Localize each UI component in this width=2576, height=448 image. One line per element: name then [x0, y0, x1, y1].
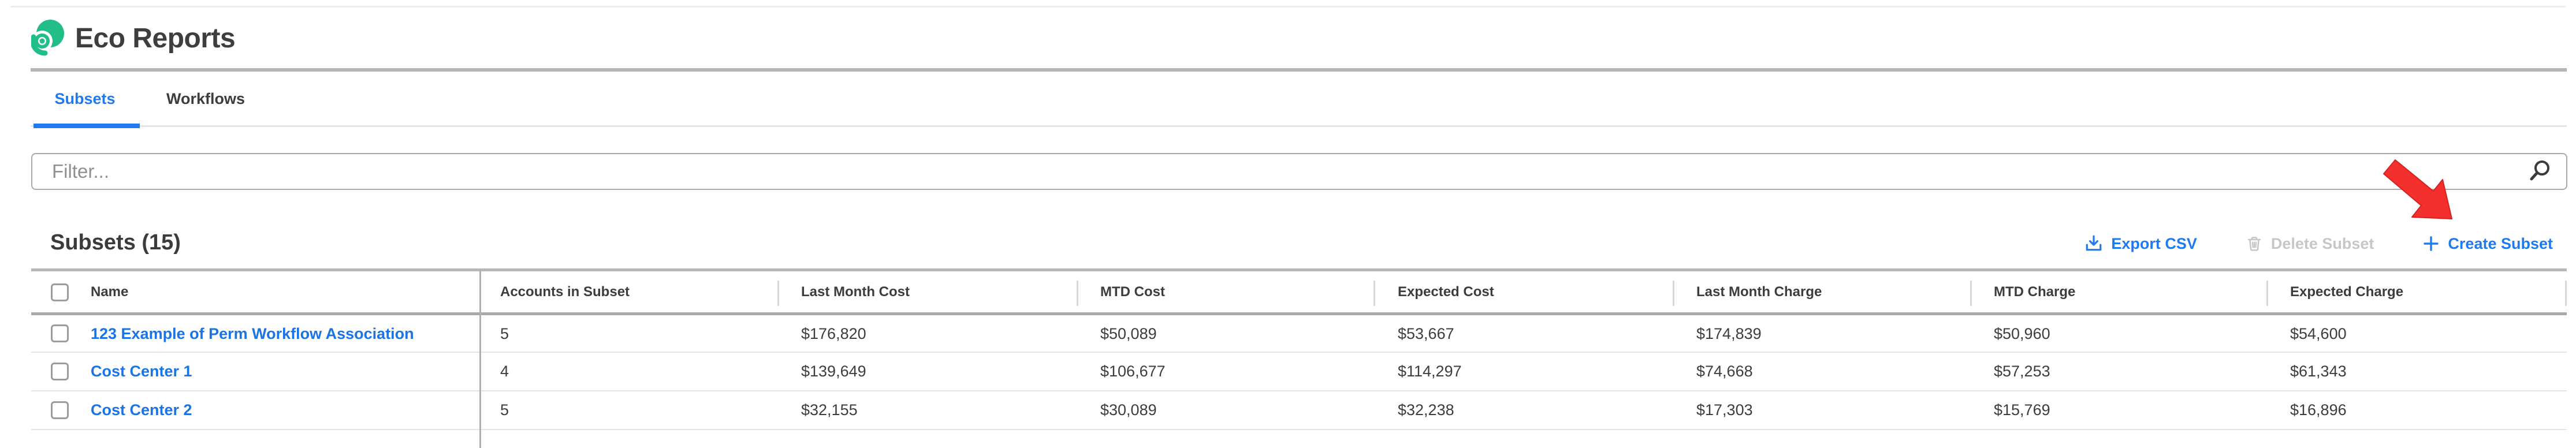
column-tick — [2565, 281, 2567, 306]
row-checkbox[interactable] — [51, 401, 69, 419]
column-tick — [777, 281, 779, 306]
row-checkbox[interactable] — [51, 324, 69, 342]
tab-subsets[interactable]: Subsets — [54, 89, 116, 107]
cell-mtd-charge: $57,253 — [1994, 363, 2050, 380]
cell-expected-charge: $16,896 — [2290, 401, 2347, 419]
cell-accounts: 5 — [500, 324, 509, 342]
cell-expected-charge: $54,600 — [2290, 324, 2347, 342]
section-heading: Subsets (15) — [50, 230, 181, 255]
active-tab-underline — [33, 124, 140, 128]
cell-mtd-cost: $30,089 — [1100, 401, 1157, 419]
cell-expected-cost: $114,297 — [1398, 363, 1462, 380]
column-header-name: Name — [91, 283, 129, 300]
column-header-expected-charge: Expected Charge — [2290, 283, 2404, 300]
top-divider — [10, 6, 2566, 8]
delete-subset-label: Delete Subset — [2270, 234, 2374, 252]
cell-mtd-charge: $15,769 — [1994, 401, 2050, 419]
cell-last-month-cost: $139,649 — [801, 363, 866, 380]
table-header-row: Name Accounts in Subset Last Month Cost … — [0, 271, 2576, 312]
create-subset-button[interactable]: Create Subset — [2422, 235, 2553, 253]
create-subset-label: Create Subset — [2448, 234, 2553, 252]
column-header-mtd-charge: MTD Charge — [1994, 283, 2076, 300]
column-header-last-month-charge: Last Month Charge — [1696, 283, 1822, 300]
column-header-expected-cost: Expected Cost — [1398, 283, 1494, 300]
cell-expected-cost: $32,238 — [1398, 401, 1454, 419]
header-divider — [31, 68, 2567, 72]
table-top-border — [31, 268, 2567, 271]
actions-toolbar: Export CSV Delete Subset Create Subset — [2084, 231, 2553, 256]
tab-bar: Subsets Workflows — [31, 72, 272, 126]
search-icon — [2530, 160, 2549, 181]
select-all-checkbox[interactable] — [51, 283, 69, 301]
eco-reports-logo-icon — [31, 20, 64, 56]
download-icon — [2086, 235, 2102, 251]
column-header-mtd-cost: MTD Cost — [1100, 283, 1165, 300]
cell-accounts: 5 — [500, 401, 509, 419]
export-csv-label: Export CSV — [2111, 234, 2197, 252]
cell-mtd-charge: $50,960 — [1994, 324, 2050, 342]
subset-name-link[interactable]: 123 Example of Perm Workflow Association — [91, 324, 414, 342]
column-tick — [2266, 281, 2268, 306]
trash-icon — [2247, 237, 2261, 251]
table-row: Cost Center 2 5 $32,155 $30,089 $32,238 … — [0, 391, 2576, 429]
cell-last-month-charge: $74,668 — [1696, 363, 1753, 380]
tab-workflows[interactable]: Workflows — [166, 89, 245, 107]
column-header-accounts-in-subset: Accounts in Subset — [500, 283, 630, 300]
row-separator — [31, 352, 2567, 353]
row-separator — [31, 429, 2567, 430]
page-title: Eco Reports — [75, 23, 236, 54]
cell-accounts: 4 — [500, 363, 509, 380]
cell-expected-charge: $61,343 — [2290, 363, 2347, 380]
delete-subset-button[interactable]: Delete Subset — [2246, 235, 2374, 253]
subset-name-link[interactable]: Cost Center 1 — [91, 363, 192, 380]
table-header-border — [31, 312, 2567, 315]
cell-last-month-cost: $176,820 — [801, 324, 866, 342]
table-row: 123 Example of Perm Workflow Association… — [0, 316, 2576, 352]
cell-mtd-cost: $106,677 — [1100, 363, 1166, 380]
tabstrip-border — [31, 125, 2567, 127]
column-tick — [1373, 281, 1375, 306]
cell-last-month-cost: $32,155 — [801, 401, 858, 419]
plus-icon — [2424, 236, 2439, 251]
export-csv-button[interactable]: Export CSV — [2084, 234, 2197, 253]
table-row: Cost Center 1 4 $139,649 $106,677 $114,2… — [0, 353, 2576, 390]
red-arrow-annotation — [2383, 159, 2452, 219]
row-separator — [31, 390, 2567, 391]
cell-mtd-cost: $50,089 — [1100, 324, 1157, 342]
column-tick — [1673, 281, 1674, 306]
cell-last-month-charge: $174,839 — [1696, 324, 1762, 342]
column-header-last-month-cost: Last Month Cost — [801, 283, 910, 300]
name-column-divider — [479, 270, 481, 448]
cell-last-month-charge: $17,303 — [1696, 401, 1753, 419]
filter-box — [31, 153, 2567, 190]
row-checkbox[interactable] — [51, 362, 69, 380]
column-tick — [1077, 281, 1078, 306]
filter-input[interactable] — [31, 153, 2567, 190]
cell-expected-cost: $53,667 — [1398, 324, 1454, 342]
subset-name-link[interactable]: Cost Center 2 — [91, 401, 192, 419]
column-tick — [1970, 281, 1972, 306]
